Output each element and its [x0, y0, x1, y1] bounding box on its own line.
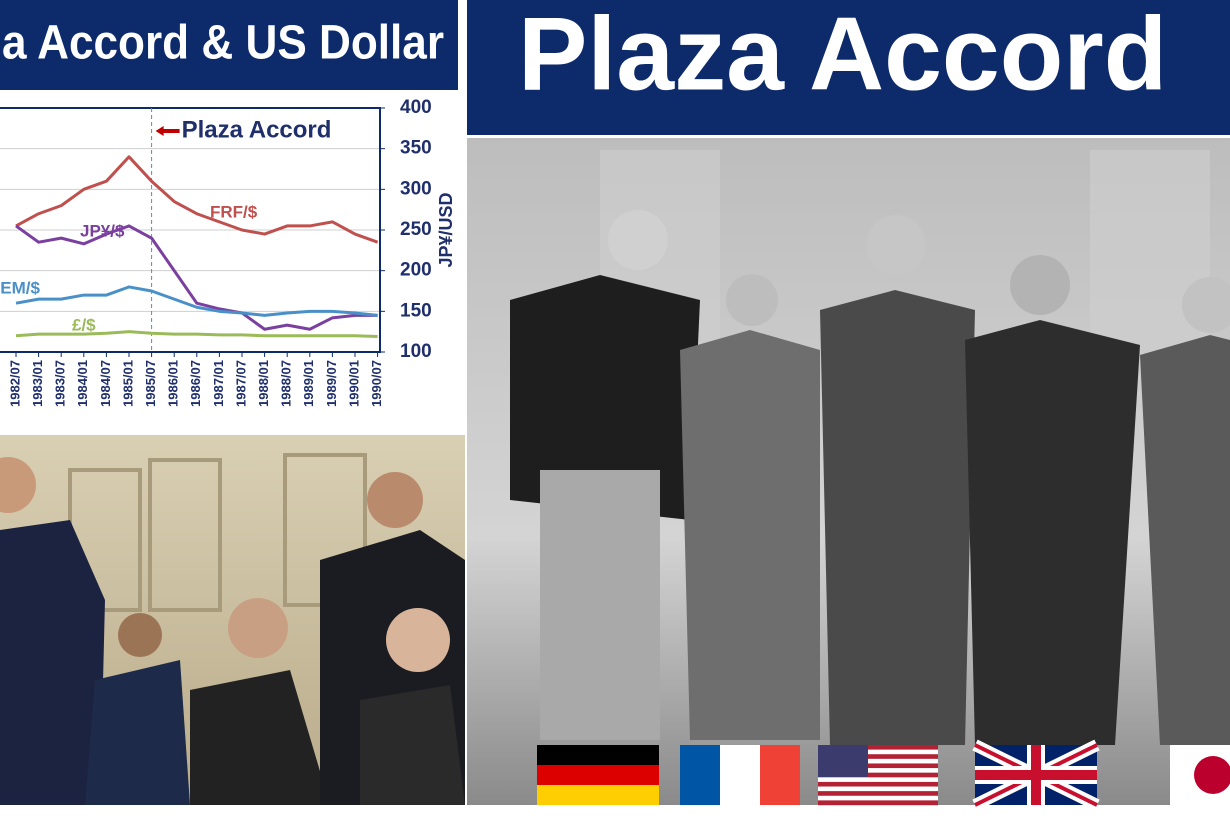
- series-line: [15, 155, 379, 244]
- stripe: [818, 754, 938, 760]
- stripe: [818, 781, 938, 787]
- x-tick-label: 1983/01: [30, 360, 45, 407]
- flag-germany: [537, 745, 659, 805]
- y-axis-label: JP¥/USD: [436, 192, 456, 267]
- y-tick-label: 250: [400, 219, 432, 240]
- stripe: [818, 795, 938, 801]
- x-tick-label: 1984/07: [98, 360, 113, 407]
- stripe: [818, 745, 938, 750]
- series-label: FRF/$: [210, 202, 258, 221]
- x-tick-label: 1990/07: [369, 360, 384, 407]
- x-tick-label: 1985/07: [143, 360, 158, 407]
- right-banner-title: Plaza Accord: [518, 0, 1167, 112]
- canton: [818, 745, 868, 777]
- plot: [15, 155, 379, 339]
- stripe: [818, 786, 938, 792]
- annotation: Plaza Accord: [182, 116, 332, 143]
- event-arrow: [155, 126, 180, 136]
- flag-japan: [1170, 745, 1230, 805]
- stripe: [818, 749, 938, 755]
- left-banner-title: a Accord & US Dollar: [2, 17, 444, 70]
- x-tick-label: 1987/01: [211, 360, 226, 407]
- x-tick-label: 1985/01: [120, 360, 135, 407]
- right-panel: Plaza Accord: [467, 0, 1230, 811]
- x-tick-label: 1988/07: [279, 360, 294, 407]
- y-tick-label: 100: [400, 341, 432, 362]
- y-tick-label: 150: [400, 300, 432, 321]
- x-tick-label: 1986/07: [188, 360, 203, 407]
- y-tick-label: 400: [400, 97, 432, 118]
- stripe: [818, 772, 938, 778]
- stripe: [818, 800, 938, 806]
- stripe: [818, 768, 938, 773]
- y-tick-label: 300: [400, 178, 432, 199]
- x-tick-label: 1988/01: [256, 360, 271, 407]
- series-label: DEM/$: [0, 278, 41, 297]
- x-tick-label: 1986/01: [166, 360, 181, 407]
- series-line: [15, 285, 378, 317]
- stripe: [818, 777, 938, 783]
- x-tick-label: 1982/07: [7, 360, 22, 407]
- chart: 100 150 200 250 300 350 400 JP¥/USD 1982/07 1983/…: [0, 97, 456, 407]
- series-line: [15, 224, 378, 331]
- flag-france: [680, 745, 800, 805]
- x-tick-label: 1987/07: [233, 360, 248, 407]
- right-banner: [467, 0, 1230, 135]
- left-banner: [0, 0, 458, 90]
- x-tick-label: 1984/01: [75, 360, 90, 407]
- x-tick-label: 1983/07: [53, 360, 68, 407]
- stripe: [818, 758, 938, 764]
- y-tick-label: 350: [400, 138, 432, 159]
- x-tick-label: 1990/01: [346, 360, 361, 407]
- flag-uk: [972, 739, 1100, 811]
- people: [510, 210, 1230, 745]
- flag-usa: [818, 745, 938, 806]
- stripe: [818, 791, 938, 796]
- x-tick-label: 1989/01: [301, 360, 316, 407]
- y-tick-label: 200: [400, 260, 432, 281]
- x-tick-label: 1989/07: [324, 360, 339, 407]
- series-label: £/$: [72, 315, 96, 334]
- plot-frame: [0, 107, 381, 353]
- series-label: JP¥/$: [80, 221, 125, 240]
- stripe: [818, 763, 938, 769]
- series-line: [15, 330, 378, 339]
- photo-left: [0, 435, 465, 805]
